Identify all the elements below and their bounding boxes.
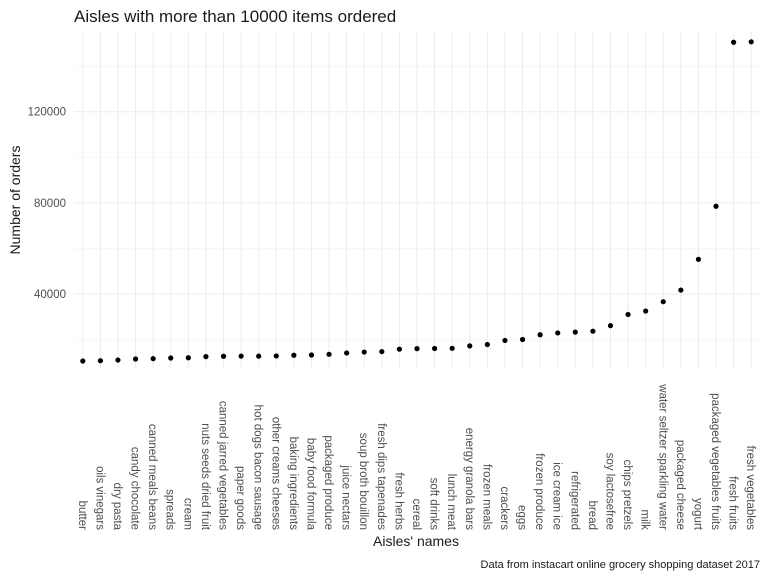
x-tick-label: oils vinegars [93, 466, 105, 530]
data-point [502, 337, 508, 344]
data-point [344, 350, 350, 356]
x-tick-label: packaged cheese [674, 440, 686, 530]
x-tick-label: fresh herbs [392, 472, 404, 530]
y-tick-label: 80000 [34, 198, 66, 210]
data-point [519, 336, 526, 343]
data-points [80, 39, 754, 364]
x-tick-label: frozen meals [480, 464, 492, 530]
data-point [185, 355, 191, 361]
x-tick-label: cream [181, 498, 193, 530]
x-tick-label: fresh dips tapenades [375, 423, 387, 530]
data-point [414, 346, 420, 352]
data-point [291, 352, 297, 358]
x-tick-label: paper goods [234, 466, 246, 530]
data-point [115, 357, 121, 363]
x-tick-label: frozen produce [533, 453, 545, 530]
data-point [308, 352, 315, 358]
x-tick-label: candy chocolate [129, 447, 141, 530]
x-tick-label: fresh vegetables [744, 446, 756, 531]
data-point [643, 308, 649, 314]
x-tick-label: crackers [498, 487, 510, 531]
data-point [396, 346, 403, 352]
x-tick-label: packaged vegetables fruits [709, 393, 721, 530]
data-point [132, 356, 139, 362]
x-tick-label: cereal [410, 499, 422, 530]
data-point [748, 39, 754, 45]
data-point [572, 329, 578, 335]
data-point [484, 341, 490, 348]
data-point [660, 299, 666, 305]
data-point [678, 287, 684, 293]
x-tick-label: juice nectars [340, 464, 352, 530]
x-axis-title: Aisles' names [373, 533, 459, 549]
data-point [238, 353, 244, 359]
x-tick-label: lunch meat [445, 474, 457, 531]
data-point [713, 203, 719, 209]
x-tick-label: soup broth bouillon [357, 433, 369, 530]
x-tick-label: soft drinks [428, 478, 440, 531]
data-point [256, 353, 262, 359]
data-point [590, 328, 596, 334]
data-point [607, 323, 614, 329]
data-point [431, 345, 438, 352]
data-point [361, 349, 367, 355]
x-tick-label: canned meals beans [146, 424, 158, 530]
x-tick-label: energy granola bars [463, 428, 475, 531]
data-point [273, 353, 279, 359]
x-tick-label: eggs [516, 505, 528, 530]
y-axis-ticks: 40000 80000 120000 [28, 107, 66, 301]
chart-title: Aisles with more than 10000 items ordere… [74, 7, 396, 26]
x-tick-label: packaged produce [322, 435, 334, 530]
x-tick-label: canned jarred vegetables [217, 401, 229, 530]
chart-caption: Data from instacart online grocery shopp… [481, 559, 760, 571]
x-tick-label: baking ingredients [287, 437, 299, 531]
y-tick-label: 40000 [34, 289, 66, 301]
x-tick-label: spreads [164, 489, 176, 530]
x-tick-label: nuts seeds dried fruit [199, 423, 211, 531]
data-point [220, 353, 227, 359]
data-point [555, 330, 561, 336]
data-point [168, 355, 174, 361]
x-tick-label: ice cream ice [551, 462, 563, 530]
data-point [97, 358, 103, 364]
x-tick-label: baby food formula [304, 438, 316, 531]
y-tick-label: 120000 [28, 107, 66, 119]
x-tick-label: soy lactosefree [603, 453, 615, 530]
data-point [379, 348, 385, 355]
data-point [80, 358, 86, 364]
y-axis-title: Number of orders [7, 146, 23, 255]
x-tick-label: milk [639, 510, 651, 531]
x-tick-label: bread [586, 501, 598, 530]
x-tick-label: other creams cheeses [269, 417, 281, 530]
x-axis-ticks: butter oils vinegars dry pasta candy chocol… [76, 383, 756, 531]
x-tick-label: yogurt [691, 498, 703, 531]
x-tick-label: hot dogs bacon sausage [252, 405, 264, 530]
x-tick-label: refrigerated [568, 471, 580, 530]
x-tick-label: dry pasta [111, 483, 123, 531]
data-point [625, 311, 631, 318]
data-point [731, 39, 737, 45]
data-point [203, 354, 209, 360]
data-point [150, 356, 156, 362]
grid [74, 32, 760, 368]
data-point [449, 345, 455, 351]
x-tick-label: butter [76, 501, 88, 531]
data-point [326, 351, 332, 357]
data-point [537, 332, 543, 338]
data-point [467, 343, 473, 349]
x-tick-label: chips pretzels [621, 460, 633, 531]
x-tick-label: water seltzer sparkling water [656, 383, 668, 530]
data-point [695, 256, 702, 262]
x-tick-label: fresh fruits [727, 476, 739, 530]
